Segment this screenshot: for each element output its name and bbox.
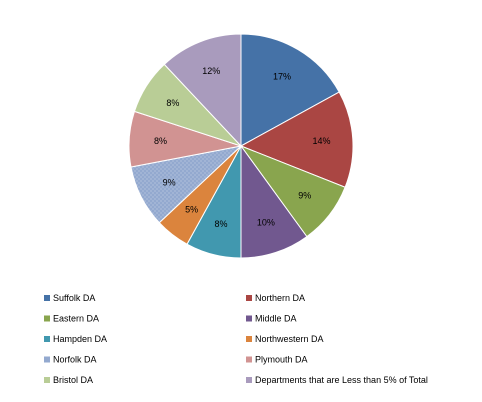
- legend-label: Northwestern DA: [255, 334, 324, 344]
- legend-label: Suffolk DA: [53, 293, 95, 303]
- legend-swatch: [246, 315, 252, 322]
- data-label-middle-da: 10%: [257, 218, 275, 228]
- legend-swatch: [44, 356, 50, 363]
- legend-swatch: [44, 295, 50, 301]
- data-label-plymouth-da: 8%: [154, 136, 167, 146]
- legend-item-middle-da: Middle DA: [246, 314, 297, 324]
- legend-label: Hampden DA: [53, 334, 107, 344]
- data-label-bristol-da: 8%: [166, 98, 179, 108]
- legend: Suffolk DA Northern DA Eastern DA Middle DA…: [44, 293, 428, 385]
- legend-swatch: [246, 336, 252, 342]
- data-label-hampden-da: 8%: [214, 219, 227, 229]
- legend-label: Eastern DA: [53, 314, 99, 324]
- legend-swatch: [246, 356, 252, 363]
- legend-item-eastern-da: Eastern DA: [44, 314, 99, 324]
- legend-label: Plymouth DA: [255, 355, 308, 365]
- pie-slice-departments-that-are-less-than-5-of-total: [163, 33, 242, 148]
- pie-slice-northern-da: [239, 91, 354, 188]
- legend-swatch: [246, 295, 252, 301]
- data-label-northern-da: 14%: [312, 136, 330, 146]
- legend-item-northern-da: Northern DA: [246, 293, 305, 303]
- legend-item-bristol-da: Bristol DA: [44, 375, 93, 385]
- pie-slices: [128, 33, 354, 259]
- data-label-northwestern-da: 5%: [185, 205, 198, 215]
- pie-labels: 17% 14% 9% 10% 8% 5% 9% 8% 8% 12%: [154, 66, 330, 229]
- data-label-eastern-da: 9%: [298, 190, 311, 200]
- legend-item-suffolk-da: Suffolk DA: [44, 293, 95, 303]
- legend-label: Departments that are Less than 5% of Tot…: [255, 375, 428, 385]
- pie-slice-suffolk-da: [240, 33, 340, 147]
- legend-swatch: [44, 336, 50, 342]
- legend-label: Northern DA: [255, 293, 305, 303]
- legend-item-norfolk-da: Norfolk DA: [44, 355, 97, 365]
- legend-label: Middle DA: [255, 314, 297, 324]
- legend-item-departments-that-are-less-than-5-of-total: Departments that are Less than 5% of Tot…: [246, 375, 428, 385]
- legend-swatch: [44, 315, 50, 322]
- legend-swatch: [44, 377, 50, 383]
- data-label-suffolk-da: 17%: [273, 72, 291, 82]
- legend-item-hampden-da: Hampden DA: [44, 334, 107, 344]
- legend-label: Norfolk DA: [53, 355, 97, 365]
- data-label-departments-that-are-less-than-5-of-total: 12%: [202, 66, 220, 76]
- legend-swatch: [246, 377, 252, 383]
- legend-item-plymouth-da: Plymouth DA: [246, 355, 308, 365]
- legend-label: Bristol DA: [53, 375, 93, 385]
- data-label-norfolk-da: 9%: [163, 178, 176, 188]
- legend-item-northwestern-da: Northwestern DA: [246, 334, 324, 344]
